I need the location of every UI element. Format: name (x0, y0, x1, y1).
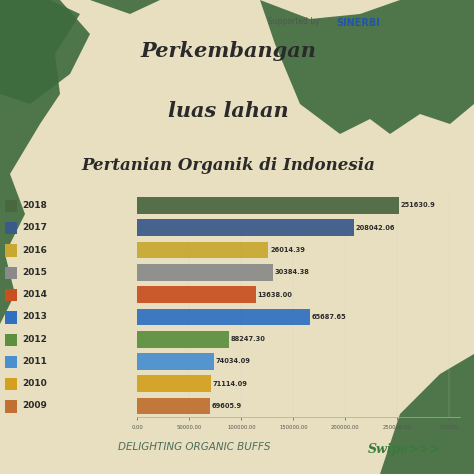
Text: 208042.06: 208042.06 (356, 225, 395, 231)
Text: 74034.09: 74034.09 (216, 358, 251, 365)
Text: 69605.9: 69605.9 (211, 403, 242, 409)
Text: Supported by: Supported by (268, 17, 319, 26)
Text: luas lahan: luas lahan (168, 101, 288, 121)
Polygon shape (90, 0, 160, 14)
Bar (137, 264, 273, 281)
Polygon shape (380, 354, 474, 474)
Text: 26014.39: 26014.39 (270, 247, 305, 253)
Text: 2014: 2014 (22, 290, 47, 299)
Text: 65687.65: 65687.65 (311, 314, 346, 320)
Bar (137, 309, 310, 325)
Text: 2017: 2017 (22, 223, 47, 232)
Text: 88247.30: 88247.30 (231, 336, 265, 342)
Bar (5, 401, 17, 413)
Bar (137, 398, 210, 414)
Bar (137, 331, 229, 347)
Bar (137, 242, 268, 258)
Text: Pertanian Organik di Indonesia: Pertanian Organik di Indonesia (81, 157, 375, 174)
Text: 2012: 2012 (22, 335, 47, 344)
Bar (137, 197, 399, 214)
Bar (5, 200, 17, 212)
Bar (5, 356, 17, 368)
Bar (5, 378, 17, 391)
Text: Swipe>>>: Swipe>>> (368, 443, 441, 456)
Polygon shape (260, 0, 474, 134)
Text: 2016: 2016 (22, 246, 47, 255)
Bar (5, 311, 17, 324)
Bar (137, 353, 214, 370)
Text: DELIGHTING ORGANIC BUFFS: DELIGHTING ORGANIC BUFFS (118, 442, 271, 452)
Text: 2013: 2013 (22, 312, 47, 321)
Bar (137, 286, 255, 303)
Text: 2018: 2018 (22, 201, 47, 210)
Text: 2010: 2010 (22, 379, 47, 388)
Bar (137, 375, 211, 392)
Text: 2011: 2011 (22, 357, 47, 366)
Polygon shape (0, 0, 90, 104)
Text: 13638.00: 13638.00 (257, 292, 292, 298)
Bar (5, 289, 17, 301)
Text: 2009: 2009 (22, 401, 47, 410)
Bar (5, 245, 17, 257)
Text: 251630.9: 251630.9 (401, 202, 436, 209)
Bar (137, 219, 354, 236)
Text: 30384.38: 30384.38 (274, 269, 310, 275)
Bar (5, 267, 17, 279)
Text: 2015: 2015 (22, 268, 47, 277)
Bar (5, 222, 17, 235)
Text: 71114.09: 71114.09 (213, 381, 248, 387)
Text: Perkembangan: Perkembangan (140, 41, 316, 61)
Text: SINERBI: SINERBI (336, 18, 380, 28)
Polygon shape (0, 0, 80, 324)
Bar (5, 334, 17, 346)
